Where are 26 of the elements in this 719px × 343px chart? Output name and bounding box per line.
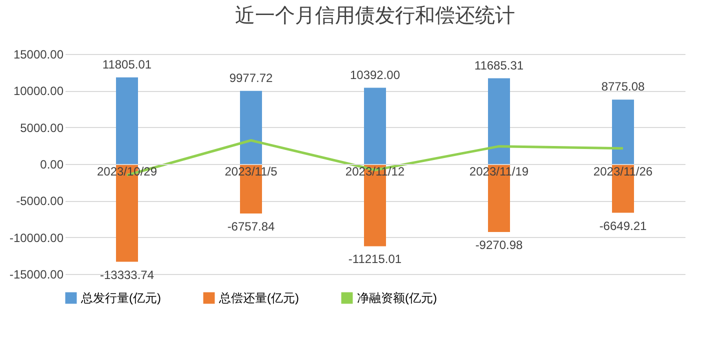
data-label: 10392.00 bbox=[350, 68, 400, 82]
y-tick-label: -10000.00 bbox=[9, 230, 64, 245]
data-label: 9977.72 bbox=[229, 70, 274, 85]
y-tick-label: 5000.00 bbox=[20, 120, 64, 135]
bar bbox=[612, 100, 634, 164]
data-label: -6757.84 bbox=[227, 220, 276, 234]
data-label: 8775.08 bbox=[601, 80, 646, 94]
y-tick-label: 10000.00 bbox=[13, 84, 64, 98]
data-label: -9270.98 bbox=[475, 238, 524, 252]
data-label: 11685.31 bbox=[474, 58, 524, 72]
legend-label: 净融资额(亿元) bbox=[357, 291, 437, 305]
legend-label: 总偿还量(亿元) bbox=[218, 291, 299, 305]
chart-title: 近一个月信用债发行和偿还统计 bbox=[235, 5, 515, 27]
y-tick-label: -5000.00 bbox=[16, 194, 64, 208]
legend-label: 总发行量(亿元) bbox=[80, 291, 161, 305]
data-label: -6649.21 bbox=[599, 218, 648, 233]
bar bbox=[240, 90, 262, 164]
y-tick-label: 15000.00 bbox=[13, 48, 64, 62]
data-label: -13333.74 bbox=[100, 268, 154, 282]
data-label: 11805.01 bbox=[102, 57, 152, 72]
data-label: -11215.01 bbox=[348, 252, 402, 266]
bar bbox=[488, 78, 510, 164]
y-tick-label: 0.00 bbox=[40, 158, 64, 172]
y-tick-label: -15000.00 bbox=[9, 268, 64, 282]
bar bbox=[364, 88, 386, 164]
bar bbox=[116, 77, 138, 164]
